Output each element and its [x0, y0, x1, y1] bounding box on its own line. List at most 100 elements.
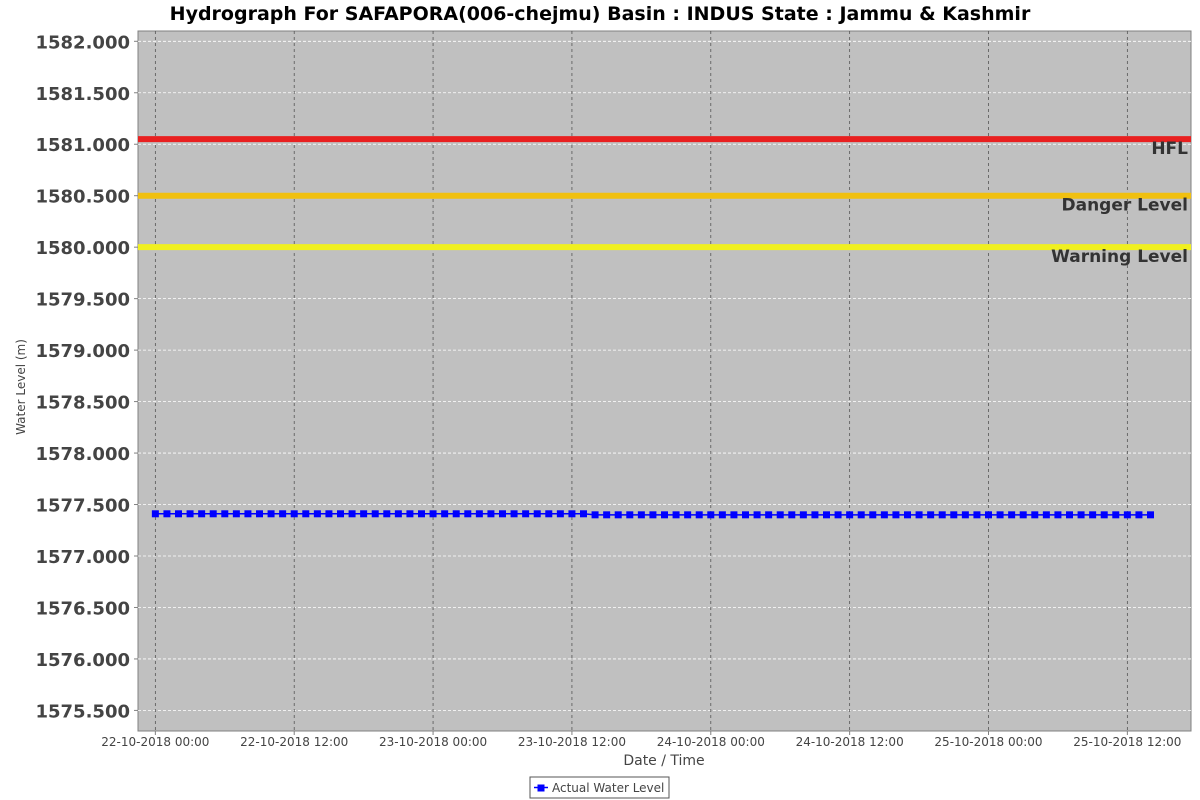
data-point-marker: [753, 511, 761, 519]
reference-line-label: Danger Level: [1062, 196, 1189, 216]
data-point-marker: [522, 510, 530, 518]
y-tick-label: 1575.500: [35, 701, 130, 722]
data-point-marker: [1054, 511, 1062, 519]
data-point-marker: [533, 510, 541, 518]
reference-line-label: Warning Level: [1051, 247, 1188, 267]
data-point-marker: [846, 511, 854, 519]
data-point-marker: [765, 511, 773, 519]
data-point-marker: [591, 511, 599, 519]
x-tick-label: 24-10-2018 00:00: [657, 735, 765, 749]
data-point-marker: [684, 511, 692, 519]
data-point-marker: [1100, 511, 1108, 519]
data-point-marker: [788, 511, 796, 519]
y-tick-label: 1576.000: [35, 650, 130, 671]
reference-lines: HFL Danger Level Warning Level: [138, 136, 1191, 267]
data-point-marker: [371, 510, 379, 518]
data-point-marker: [464, 510, 472, 518]
data-point-marker: [857, 511, 865, 519]
data-point-marker: [186, 510, 194, 518]
data-point-marker: [637, 511, 645, 519]
data-point-marker: [614, 511, 622, 519]
data-point-marker: [394, 510, 402, 518]
data-point-marker: [475, 510, 483, 518]
x-tick-label: 22-10-2018 00:00: [101, 735, 209, 749]
y-tick-label: 1580.500: [35, 187, 130, 208]
data-point-marker: [325, 510, 333, 518]
y-tick-label: 1577.500: [35, 496, 130, 517]
data-point-marker: [556, 510, 564, 518]
data-point-marker: [279, 510, 287, 518]
data-point-marker: [290, 510, 298, 518]
y-axis-ticks: 1575.500 1576.000 1576.500 1577.000 1577.500…: [35, 32, 138, 722]
data-point-marker: [510, 510, 518, 518]
y-tick-label: 1580.000: [35, 238, 130, 259]
series-layer: [151, 510, 1154, 519]
data-point-marker: [730, 511, 738, 519]
data-point-marker: [487, 510, 495, 518]
data-point-marker: [175, 510, 182, 518]
legend-label: Actual Water Level: [552, 781, 664, 795]
data-point-marker: [383, 510, 391, 518]
data-point-marker: [985, 511, 992, 519]
data-point-marker: [360, 510, 368, 518]
data-point-marker: [1066, 511, 1073, 519]
legend: Actual Water Level: [529, 776, 670, 799]
data-point-marker: [996, 511, 1004, 519]
data-point-marker: [1042, 511, 1050, 519]
y-tick-label: 1581.000: [35, 135, 130, 156]
x-axis-label: Date / Time: [623, 753, 704, 769]
data-point-marker: [452, 510, 460, 518]
data-point-marker: [580, 510, 587, 518]
y-tick-label: 1576.500: [35, 598, 130, 619]
data-point-marker: [603, 511, 611, 519]
data-point-marker: [1031, 511, 1039, 519]
data-point-marker: [938, 511, 946, 519]
data-point-marker: [1089, 511, 1097, 519]
data-point-marker: [406, 510, 414, 518]
data-point-marker: [892, 511, 900, 519]
data-point-marker: [337, 510, 344, 518]
data-point-marker: [961, 511, 969, 519]
data-point-marker: [823, 511, 830, 519]
chart-title: Hydrograph For SAFAPORA(006-chejmu) Basi…: [170, 3, 1031, 25]
y-tick-label: 1579.000: [35, 341, 130, 362]
data-point-marker: [811, 511, 819, 519]
data-point-marker: [707, 511, 715, 519]
data-point-marker: [973, 511, 981, 519]
y-tick-label: 1579.500: [35, 290, 130, 311]
data-point-marker: [198, 510, 206, 518]
reference-line-label: HFL: [1151, 139, 1188, 159]
legend-box: [529, 776, 670, 799]
data-point-marker: [1123, 511, 1131, 519]
y-tick-label: 1578.500: [35, 393, 130, 414]
data-point-marker: [869, 511, 877, 519]
y-tick-label: 1581.500: [35, 84, 130, 105]
x-tick-label: 23-10-2018 00:00: [379, 735, 487, 749]
data-point-marker: [799, 511, 807, 519]
data-point-marker: [348, 510, 356, 518]
data-point-marker: [151, 510, 159, 518]
data-point-marker: [267, 510, 275, 518]
data-point-marker: [1019, 511, 1027, 519]
data-point-marker: [950, 511, 958, 519]
data-point-marker: [776, 511, 784, 519]
y-tick-label: 1582.000: [35, 32, 130, 53]
y-axis-label: Water Level (m): [14, 339, 28, 435]
data-point-marker: [441, 510, 449, 518]
data-point-marker: [1147, 511, 1154, 519]
data-point-marker: [695, 511, 703, 519]
data-point-marker: [313, 510, 321, 518]
data-point-marker: [1008, 511, 1016, 519]
vertical-gridlines: [154, 31, 1128, 731]
data-point-marker: [499, 510, 506, 518]
legend-marker-swatch: [537, 784, 545, 792]
x-tick-label: 22-10-2018 12:00: [240, 735, 348, 749]
data-point-marker: [915, 511, 923, 519]
data-point-marker: [661, 511, 668, 519]
x-tick-label: 24-10-2018 12:00: [796, 735, 904, 749]
data-point-marker: [1135, 511, 1143, 519]
data-point-marker: [568, 510, 576, 518]
data-point-marker: [429, 510, 437, 518]
